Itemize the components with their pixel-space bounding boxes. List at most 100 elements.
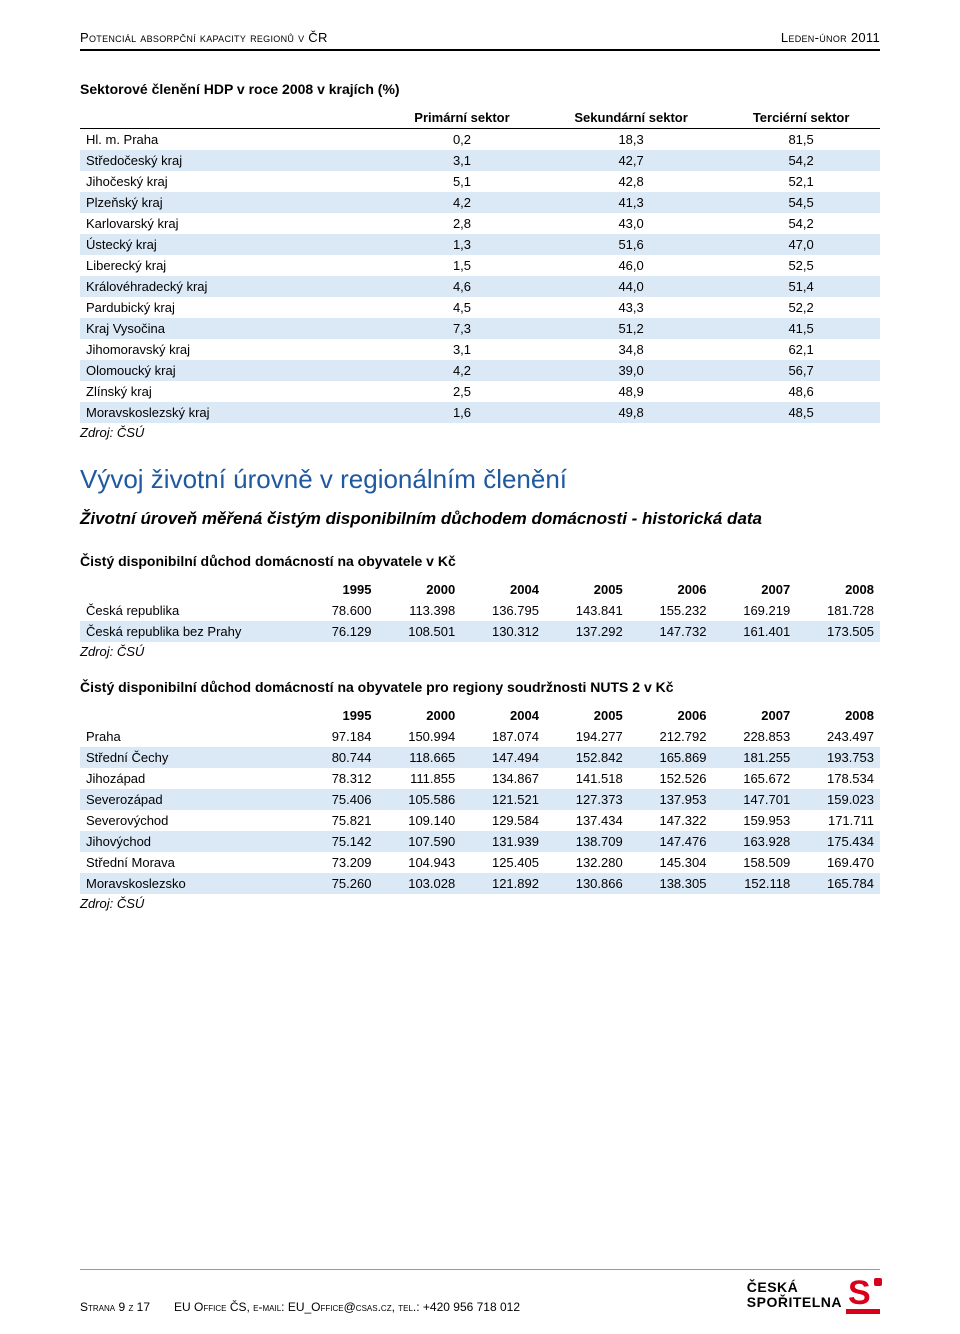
table-cell: 118.665: [377, 747, 461, 768]
table-cell: 62,1: [722, 339, 880, 360]
year-col-header: 2000: [377, 579, 461, 600]
section-subheading: Životní úroveň měřená čistým disponibiln…: [80, 509, 880, 529]
table-sector-gdp: Primární sektorSekundární sektorTerciérn…: [80, 107, 880, 423]
year-col-header: 2005: [545, 579, 629, 600]
table-cell: 165.672: [712, 768, 796, 789]
table-row: Liberecký kraj1,546,052,5: [80, 255, 880, 276]
table-cell: 75.142: [304, 831, 377, 852]
table-row: Česká republika bez Prahy76.129108.50113…: [80, 621, 880, 642]
table-cell: 155.232: [629, 600, 713, 621]
table-row: Hl. m. Praha0,218,381,5: [80, 129, 880, 151]
year-col-header: 2000: [377, 705, 461, 726]
table-row: Ústecký kraj1,351,647,0: [80, 234, 880, 255]
table-cell: 243.497: [796, 726, 880, 747]
table-cell: 7,3: [384, 318, 540, 339]
table-cell: 178.534: [796, 768, 880, 789]
table-cell: 137.953: [629, 789, 713, 810]
table-cell: Praha: [80, 726, 304, 747]
table-cell: 107.590: [377, 831, 461, 852]
table-cell: 80.744: [304, 747, 377, 768]
table-cell: 54,2: [722, 213, 880, 234]
table-cell: 1,5: [384, 255, 540, 276]
table-cell: Olomoucký kraj: [80, 360, 384, 381]
table-cell: 78.312: [304, 768, 377, 789]
table-cell: 109.140: [377, 810, 461, 831]
header-left: Potenciál absorpční kapacity regionů v Č…: [80, 30, 328, 45]
table-cell: 212.792: [629, 726, 713, 747]
table-cell: 56,7: [722, 360, 880, 381]
table-cell: 194.277: [545, 726, 629, 747]
table-cell: 75.260: [304, 873, 377, 894]
table2-source: Zdroj: ČSÚ: [80, 644, 880, 659]
table-cell: 41,5: [722, 318, 880, 339]
table-cell: 127.373: [545, 789, 629, 810]
table-cell: 73.209: [304, 852, 377, 873]
table-cell: 147.476: [629, 831, 713, 852]
table-cell: Česká republika: [80, 600, 304, 621]
table-cell: 0,2: [384, 129, 540, 151]
table-cell: 18,3: [540, 129, 722, 151]
table-cell: 159.953: [712, 810, 796, 831]
year-col-header: 2006: [629, 705, 713, 726]
table-cell: 5,1: [384, 171, 540, 192]
table-cell: 138.305: [629, 873, 713, 894]
year-col-header: 2004: [461, 705, 545, 726]
table1-col-header: Sekundární sektor: [540, 107, 722, 129]
table-income-cr: 1995200020042005200620072008 Česká repub…: [80, 579, 880, 642]
table-row: Karlovarský kraj2,843,054,2: [80, 213, 880, 234]
table-cell: 121.892: [461, 873, 545, 894]
page-header: Potenciál absorpční kapacity regionů v Č…: [80, 30, 880, 51]
year-col-header: 1995: [304, 705, 377, 726]
table-cell: 48,5: [722, 402, 880, 423]
table-cell: 147.732: [629, 621, 713, 642]
table-cell: 1,6: [384, 402, 540, 423]
table-cell: 137.434: [545, 810, 629, 831]
table-cell: 161.401: [712, 621, 796, 642]
table3-title: Čistý disponibilní důchod domácností na …: [80, 679, 880, 695]
table-cell: Jihovýchod: [80, 831, 304, 852]
table-cell: 51,4: [722, 276, 880, 297]
table-cell: 152.118: [712, 873, 796, 894]
table-cell: 169.470: [796, 852, 880, 873]
table-income-nuts2: 1995200020042005200620072008 Praha97.184…: [80, 705, 880, 894]
table-cell: 75.406: [304, 789, 377, 810]
table-cell: 34,8: [540, 339, 722, 360]
table-cell: 137.292: [545, 621, 629, 642]
table-cell: 138.709: [545, 831, 629, 852]
table-row: Zlínský kraj2,548,948,6: [80, 381, 880, 402]
table-cell: 51,6: [540, 234, 722, 255]
table-row: Jihozápad78.312111.855134.867141.518152.…: [80, 768, 880, 789]
table1-source: Zdroj: ČSÚ: [80, 425, 880, 440]
table-row: Kraj Vysočina7,351,241,5: [80, 318, 880, 339]
table-cell: 193.753: [796, 747, 880, 768]
table-cell: Plzeňský kraj: [80, 192, 384, 213]
table-cell: Moravskoslezský kraj: [80, 402, 384, 423]
table-row: Střední Morava73.209104.943125.405132.28…: [80, 852, 880, 873]
table-cell: 131.939: [461, 831, 545, 852]
table-cell: 76.129: [304, 621, 377, 642]
table-cell: 129.584: [461, 810, 545, 831]
table-cell: 152.842: [545, 747, 629, 768]
table-row: Severovýchod75.821109.140129.584137.4341…: [80, 810, 880, 831]
table-cell: 52,5: [722, 255, 880, 276]
table-cell: 42,8: [540, 171, 722, 192]
table-cell: Jihočeský kraj: [80, 171, 384, 192]
table-cell: 125.405: [461, 852, 545, 873]
table-cell: 2,8: [384, 213, 540, 234]
year-col-header: 2007: [712, 579, 796, 600]
table-cell: 3,1: [384, 150, 540, 171]
table-cell: 105.586: [377, 789, 461, 810]
table-cell: 141.518: [545, 768, 629, 789]
table-cell: 147.494: [461, 747, 545, 768]
page-footer: Strana 9 z 17 EU Office ČS, e-mail: EU_O…: [80, 1269, 880, 1314]
table-cell: 175.434: [796, 831, 880, 852]
table-cell: 41,3: [540, 192, 722, 213]
table-cell: 159.023: [796, 789, 880, 810]
table-cell: 130.866: [545, 873, 629, 894]
table-cell: 4,5: [384, 297, 540, 318]
table-row: Česká republika78.600113.398136.795143.8…: [80, 600, 880, 621]
table3-source: Zdroj: ČSÚ: [80, 896, 880, 911]
year-col-header: 2006: [629, 579, 713, 600]
table-cell: Liberecký kraj: [80, 255, 384, 276]
table-cell: 181.728: [796, 600, 880, 621]
